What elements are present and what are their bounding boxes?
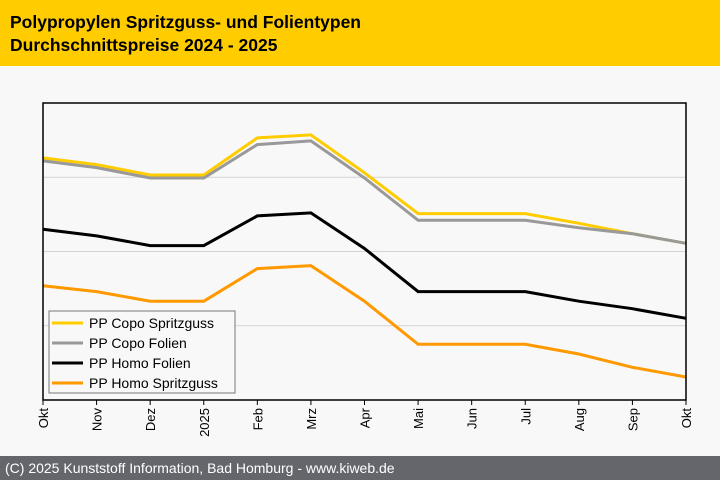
x-tick-label: Feb bbox=[250, 408, 265, 430]
series-line-pp-copo-spritzguss bbox=[42, 133, 687, 245]
x-tick-label: Sep bbox=[625, 408, 640, 431]
header-banner: Polypropylen Spritzguss- und Folientypen… bbox=[0, 0, 720, 66]
legend: PP Copo Spritzguss PP Copo Folien PP Homo … bbox=[48, 310, 236, 394]
footer-copyright: (C) 2025 Kunststoff Information, Bad Hom… bbox=[0, 456, 720, 480]
legend-label: PP Homo Spritzguss bbox=[89, 375, 218, 391]
series-line-pp-homo-folien bbox=[42, 211, 687, 320]
chart-title-line1: Polypropylen Spritzguss- und Folientypen bbox=[10, 12, 361, 32]
x-tick-label: Apr bbox=[358, 407, 373, 428]
series-line-pp-homo-spritzguss bbox=[42, 264, 687, 379]
x-tick-label: Okt bbox=[36, 408, 51, 429]
legend-label: PP Copo Folien bbox=[89, 335, 187, 351]
x-tick-label: Aug bbox=[572, 408, 587, 431]
x-tick-label: Jun bbox=[465, 408, 480, 429]
line-chart: Okt Nov Dez 2025 Feb Mrz Apr Mai Jun Jul Aug Sep Okt… bbox=[36, 102, 694, 437]
x-tick-label: Mrz bbox=[304, 408, 319, 430]
x-tick-label: 2025 bbox=[197, 408, 212, 437]
series-line-pp-copo-folien bbox=[42, 139, 687, 245]
legend-label: PP Homo Folien bbox=[89, 355, 191, 371]
chart-title-line2: Durchschnittspreise 2024 - 2025 bbox=[10, 35, 278, 55]
x-tick-label: Nov bbox=[90, 408, 105, 432]
legend-box bbox=[48, 310, 236, 394]
x-tick-label: Okt bbox=[679, 408, 694, 429]
x-tick-label: Jul bbox=[518, 408, 533, 425]
x-tick-label: Dez bbox=[143, 408, 158, 431]
legend-label: PP Copo Spritzguss bbox=[89, 315, 214, 331]
x-tick-label: Mai bbox=[411, 408, 426, 429]
